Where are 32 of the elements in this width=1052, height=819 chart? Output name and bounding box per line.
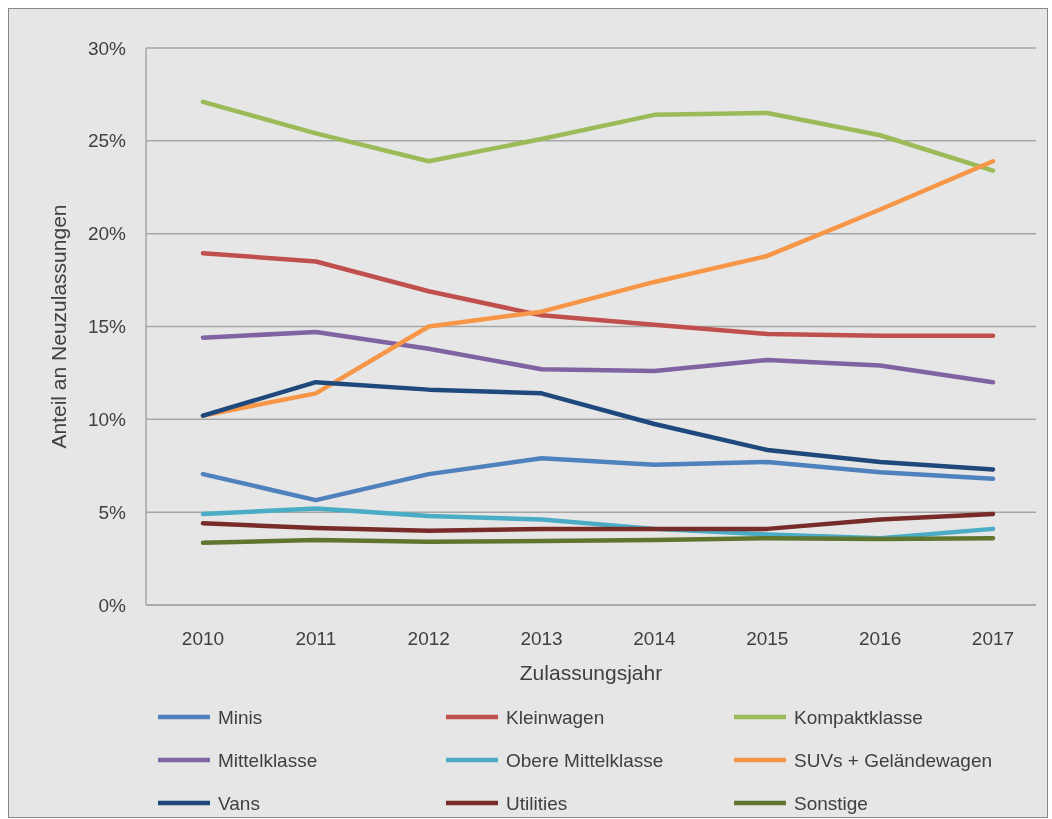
line-series [200,250,996,339]
legend-label: Minis [218,706,263,728]
x-tick-label: 2010 [181,628,225,649]
x-tick-label: 2015 [746,628,789,649]
legend-label: Obere Mittelklasse [506,749,664,771]
line-series [200,99,996,173]
x-axis-title: Zulassungsjahr [519,661,663,684]
y-tick-label: 10% [87,408,127,430]
legend-label: Utilities [506,792,568,814]
line-series [200,379,996,472]
x-tick-label: 2013 [520,628,563,649]
x-tick-label: 2014 [633,628,676,649]
legend-label: SUVs + Geländewagen [794,749,993,771]
legend-label: Kompaktklasse [794,706,923,728]
legend-label: Mittelklasse [218,749,318,771]
y-tick-label: 30% [87,37,127,59]
legend-label: Kleinwagen [506,706,605,728]
x-tick-label: 2017 [971,628,1015,649]
y-tick-label: 15% [87,316,127,338]
y-tick-label: 0% [98,594,127,616]
x-tick-label: 2012 [407,628,450,649]
x-tick-label: 2011 [295,628,337,649]
y-tick-label: 5% [98,501,127,523]
x-tick-label: 2016 [859,628,902,649]
y-tick-label: 25% [87,130,127,152]
y-axis-title: Anteil an Neuzulassungen [47,204,70,449]
line-series [200,511,996,533]
line-series [200,456,996,503]
y-tick-label: 20% [87,223,127,245]
line-series [200,329,996,385]
legend-label: Vans [218,792,260,814]
legend-label: Sonstige [794,792,868,814]
